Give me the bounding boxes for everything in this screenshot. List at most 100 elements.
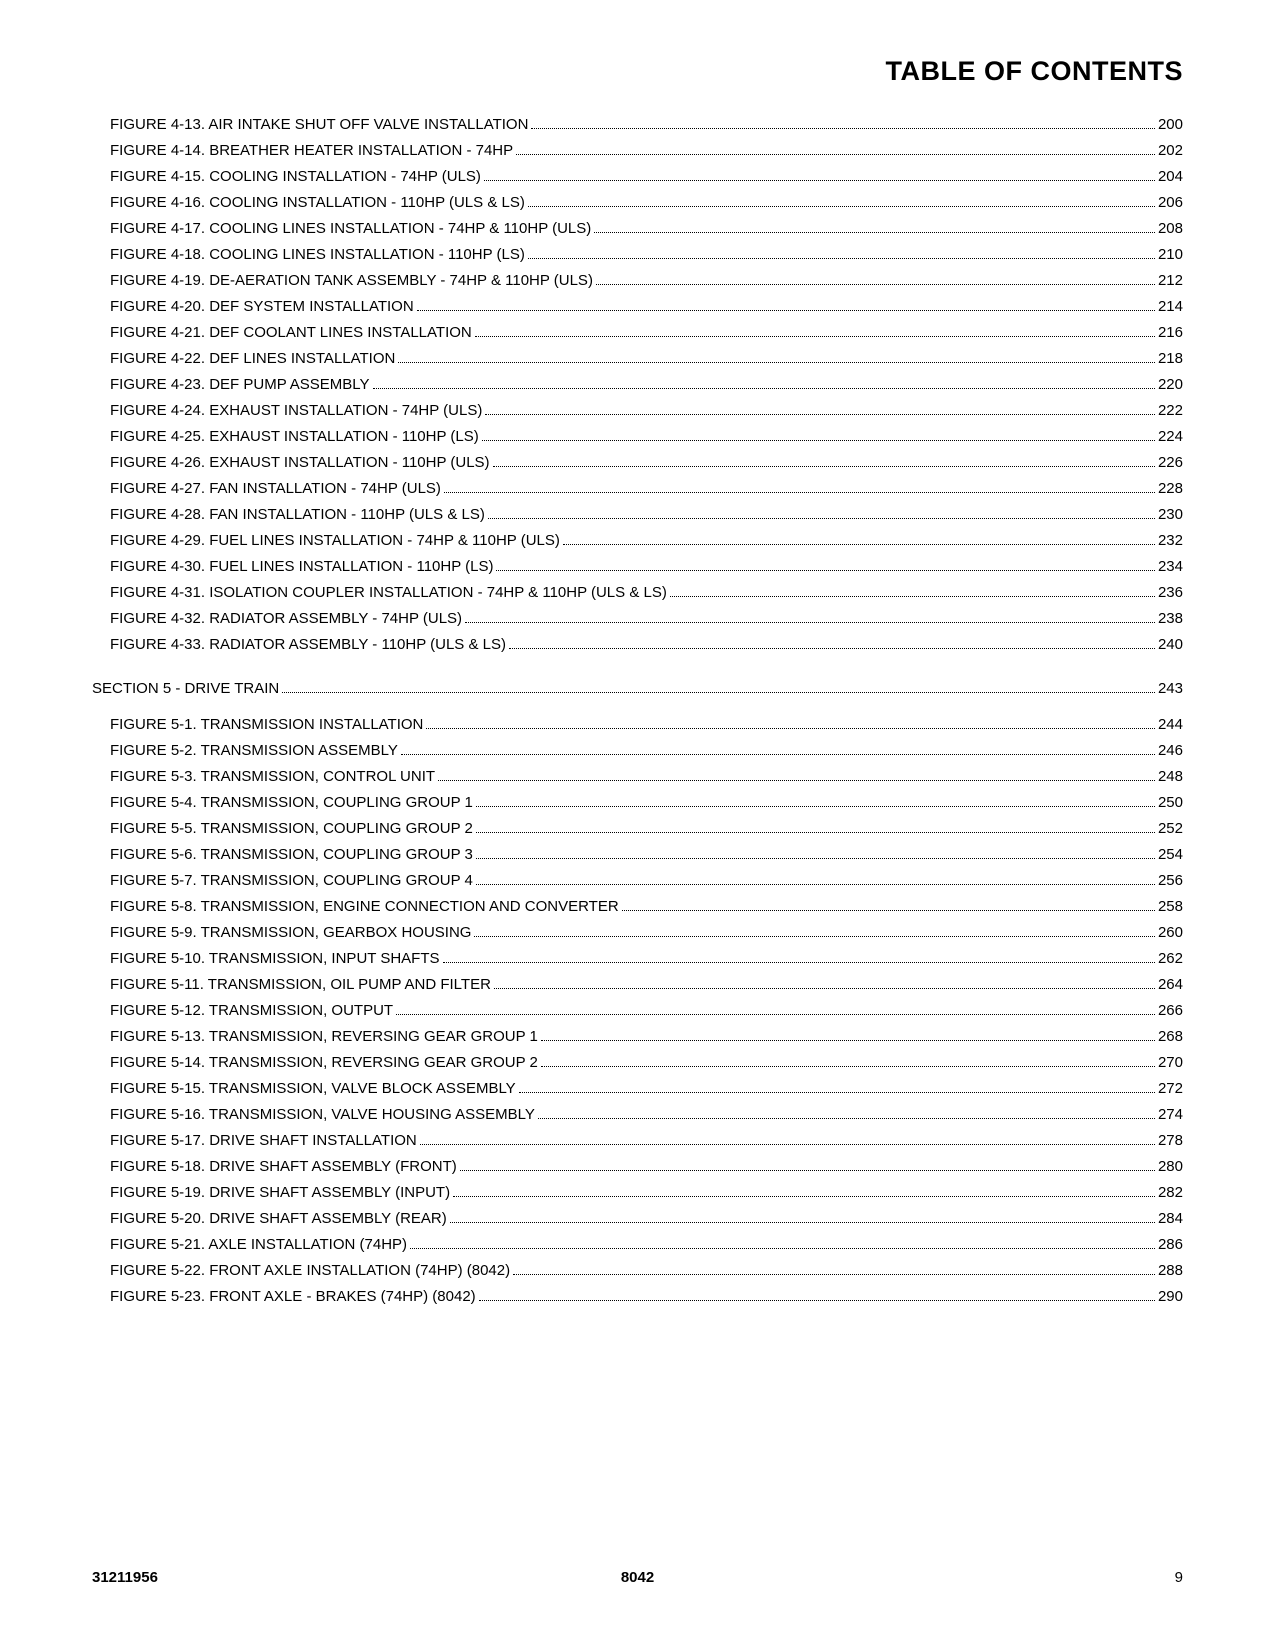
toc-entry-label: FIGURE 4-24. EXHAUST INSTALLATION - 74HP… bbox=[110, 403, 482, 418]
toc-entry-page: 252 bbox=[1158, 821, 1183, 836]
toc-dot-leader bbox=[460, 1170, 1155, 1171]
toc-entry-label: FIGURE 5-2. TRANSMISSION ASSEMBLY bbox=[110, 743, 398, 758]
toc-entry-row: FIGURE 4-26. EXHAUST INSTALLATION - 110H… bbox=[92, 449, 1183, 475]
toc-entry-row: FIGURE 4-21. DEF COOLANT LINES INSTALLAT… bbox=[92, 319, 1183, 345]
toc-entry-row: FIGURE 5-10. TRANSMISSION, INPUT SHAFTS … bbox=[92, 945, 1183, 971]
toc-entry-row: FIGURE 5-18. DRIVE SHAFT ASSEMBLY (FRONT… bbox=[92, 1153, 1183, 1179]
toc-entry-row: FIGURE 5-14. TRANSMISSION, REVERSING GEA… bbox=[92, 1049, 1183, 1075]
toc-dot-leader bbox=[282, 692, 1155, 693]
toc-entry-row: FIGURE 5-2. TRANSMISSION ASSEMBLY 246 bbox=[92, 737, 1183, 763]
toc-entry-page: 200 bbox=[1158, 117, 1183, 132]
toc-entry-page: 256 bbox=[1158, 873, 1183, 888]
toc-entry-row: FIGURE 5-12. TRANSMISSION, OUTPUT 266 bbox=[92, 997, 1183, 1023]
toc-entry-row: FIGURE 5-16. TRANSMISSION, VALVE HOUSING… bbox=[92, 1101, 1183, 1127]
toc-entry-row: FIGURE 4-27. FAN INSTALLATION - 74HP (UL… bbox=[92, 475, 1183, 501]
toc-entry-label: FIGURE 4-29. FUEL LINES INSTALLATION - 7… bbox=[110, 533, 560, 548]
toc-dot-leader bbox=[513, 1274, 1155, 1275]
toc-entry-label: FIGURE 4-18. COOLING LINES INSTALLATION … bbox=[110, 247, 525, 262]
toc-entry-row: FIGURE 4-30. FUEL LINES INSTALLATION - 1… bbox=[92, 553, 1183, 579]
toc-entry-label: FIGURE 5-7. TRANSMISSION, COUPLING GROUP… bbox=[110, 873, 473, 888]
toc-entry-page: 202 bbox=[1158, 143, 1183, 158]
toc-entry-row: FIGURE 4-22. DEF LINES INSTALLATION 218 bbox=[92, 345, 1183, 371]
toc-entry-label: FIGURE 5-23. FRONT AXLE - BRAKES (74HP) … bbox=[110, 1289, 476, 1304]
toc-entry-row: FIGURE 5-20. DRIVE SHAFT ASSEMBLY (REAR)… bbox=[92, 1205, 1183, 1231]
toc-dot-leader bbox=[519, 1092, 1155, 1093]
toc-entry-label: FIGURE 4-32. RADIATOR ASSEMBLY - 74HP (U… bbox=[110, 611, 462, 626]
toc-entry-page: 284 bbox=[1158, 1211, 1183, 1226]
toc-entry-label: FIGURE 5-13. TRANSMISSION, REVERSING GEA… bbox=[110, 1029, 538, 1044]
toc-dot-leader bbox=[398, 362, 1155, 363]
toc-entry-page: 278 bbox=[1158, 1133, 1183, 1148]
toc-entry-page: 243 bbox=[1158, 681, 1183, 696]
toc-entry-page: 288 bbox=[1158, 1263, 1183, 1278]
toc-dot-leader bbox=[453, 1196, 1155, 1197]
toc-entry-label: FIGURE 5-21. AXLE INSTALLATION (74HP) bbox=[110, 1237, 407, 1252]
toc-entry-row: FIGURE 4-24. EXHAUST INSTALLATION - 74HP… bbox=[92, 397, 1183, 423]
toc-dot-leader bbox=[494, 988, 1155, 989]
toc-dot-leader bbox=[443, 962, 1155, 963]
toc-entry-row: FIGURE 5-22. FRONT AXLE INSTALLATION (74… bbox=[92, 1257, 1183, 1283]
toc-entry-label: FIGURE 5-19. DRIVE SHAFT ASSEMBLY (INPUT… bbox=[110, 1185, 450, 1200]
toc-entry-row: FIGURE 4-18. COOLING LINES INSTALLATION … bbox=[92, 241, 1183, 267]
toc-dot-leader bbox=[485, 414, 1155, 415]
toc-entry-label: FIGURE 4-17. COOLING LINES INSTALLATION … bbox=[110, 221, 591, 236]
toc-dot-leader bbox=[438, 780, 1155, 781]
page-title: TABLE OF CONTENTS bbox=[92, 56, 1183, 87]
toc-entry-label: FIGURE 5-17. DRIVE SHAFT INSTALLATION bbox=[110, 1133, 417, 1148]
toc-section-row: SECTION 5 - DRIVE TRAIN 243 bbox=[92, 675, 1183, 701]
toc-entry-page: 244 bbox=[1158, 717, 1183, 732]
toc-entry-row: FIGURE 4-25. EXHAUST INSTALLATION - 110H… bbox=[92, 423, 1183, 449]
toc-dot-leader bbox=[496, 570, 1155, 571]
toc-entry-row: FIGURE 5-7. TRANSMISSION, COUPLING GROUP… bbox=[92, 867, 1183, 893]
toc-dot-leader bbox=[465, 622, 1155, 623]
toc-entry-label: FIGURE 4-30. FUEL LINES INSTALLATION - 1… bbox=[110, 559, 493, 574]
toc-entry-row: FIGURE 5-13. TRANSMISSION, REVERSING GEA… bbox=[92, 1023, 1183, 1049]
toc-entry-page: 270 bbox=[1158, 1055, 1183, 1070]
toc-dot-leader bbox=[396, 1014, 1155, 1015]
toc-entry-page: 290 bbox=[1158, 1289, 1183, 1304]
toc-entry-row: FIGURE 5-21. AXLE INSTALLATION (74HP) 28… bbox=[92, 1231, 1183, 1257]
toc-dot-leader bbox=[476, 806, 1155, 807]
toc-entry-label: FIGURE 4-28. FAN INSTALLATION - 110HP (U… bbox=[110, 507, 485, 522]
toc-entry-page: 232 bbox=[1158, 533, 1183, 548]
toc-entry-row: FIGURE 4-28. FAN INSTALLATION - 110HP (U… bbox=[92, 501, 1183, 527]
toc-entry-page: 238 bbox=[1158, 611, 1183, 626]
toc-dot-leader bbox=[476, 858, 1155, 859]
toc-entry-row: FIGURE 4-19. DE-AERATION TANK ASSEMBLY -… bbox=[92, 267, 1183, 293]
toc-entry-label: FIGURE 4-22. DEF LINES INSTALLATION bbox=[110, 351, 395, 366]
toc-dot-leader bbox=[509, 648, 1155, 649]
toc-dot-leader bbox=[594, 232, 1155, 233]
toc-entry-page: 266 bbox=[1158, 1003, 1183, 1018]
toc-entry-label: FIGURE 4-26. EXHAUST INSTALLATION - 110H… bbox=[110, 455, 490, 470]
toc-entry-page: 274 bbox=[1158, 1107, 1183, 1122]
toc-entry-page: 240 bbox=[1158, 637, 1183, 652]
toc-entry-row: FIGURE 5-15. TRANSMISSION, VALVE BLOCK A… bbox=[92, 1075, 1183, 1101]
toc-entry-label: FIGURE 5-6. TRANSMISSION, COUPLING GROUP… bbox=[110, 847, 473, 862]
toc-entry-label: FIGURE 5-1. TRANSMISSION INSTALLATION bbox=[110, 717, 423, 732]
toc-entry-page: 204 bbox=[1158, 169, 1183, 184]
toc-entry-page: 228 bbox=[1158, 481, 1183, 496]
toc-dot-leader bbox=[479, 1300, 1155, 1301]
toc-entry-label: FIGURE 4-19. DE-AERATION TANK ASSEMBLY -… bbox=[110, 273, 593, 288]
toc-entry-label: FIGURE 5-5. TRANSMISSION, COUPLING GROUP… bbox=[110, 821, 473, 836]
toc-dot-leader bbox=[475, 336, 1155, 337]
toc-entry-row: FIGURE 5-3. TRANSMISSION, CONTROL UNIT 2… bbox=[92, 763, 1183, 789]
toc-entry-label: SECTION 5 - DRIVE TRAIN bbox=[92, 681, 279, 696]
toc-entry-row: FIGURE 5-6. TRANSMISSION, COUPLING GROUP… bbox=[92, 841, 1183, 867]
toc-entry-page: 218 bbox=[1158, 351, 1183, 366]
toc-entry-page: 226 bbox=[1158, 455, 1183, 470]
toc-entry-page: 286 bbox=[1158, 1237, 1183, 1252]
toc-dot-leader bbox=[622, 910, 1155, 911]
toc-entry-label: FIGURE 5-14. TRANSMISSION, REVERSING GEA… bbox=[110, 1055, 538, 1070]
toc-entry-page: 246 bbox=[1158, 743, 1183, 758]
toc-entry-page: 208 bbox=[1158, 221, 1183, 236]
toc-entry-page: 234 bbox=[1158, 559, 1183, 574]
toc-entry-page: 260 bbox=[1158, 925, 1183, 940]
toc-entry-row: FIGURE 5-17. DRIVE SHAFT INSTALLATION 27… bbox=[92, 1127, 1183, 1153]
toc-entry-page: 236 bbox=[1158, 585, 1183, 600]
toc-dot-leader bbox=[563, 544, 1155, 545]
toc-entry-label: FIGURE 4-14. BREATHER HEATER INSTALLATIO… bbox=[110, 143, 513, 158]
toc-entry-label: FIGURE 5-3. TRANSMISSION, CONTROL UNIT bbox=[110, 769, 435, 784]
toc-dot-leader bbox=[493, 466, 1155, 467]
toc-entry-row: FIGURE 5-19. DRIVE SHAFT ASSEMBLY (INPUT… bbox=[92, 1179, 1183, 1205]
